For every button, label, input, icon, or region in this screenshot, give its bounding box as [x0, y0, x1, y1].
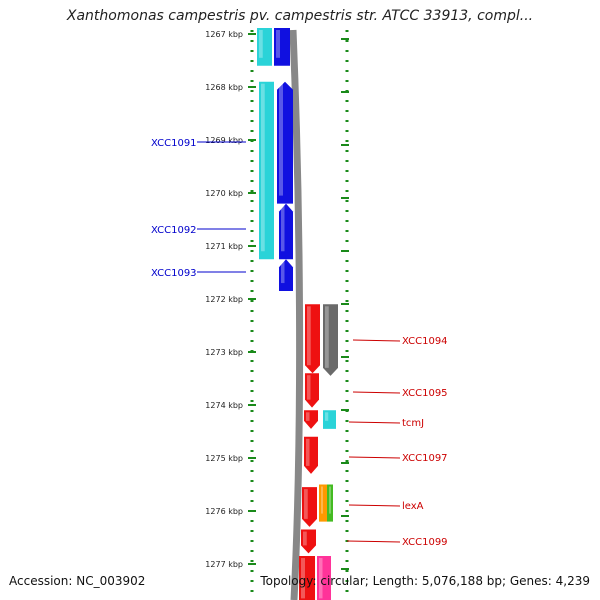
feature-red-3[interactable]: [304, 410, 318, 429]
feature-cyan-3[interactable]: [323, 410, 336, 429]
gene-label-xcc1091[interactable]: XCC1091: [151, 138, 246, 149]
feature-blue-3[interactable]: [279, 203, 293, 260]
gene-label-tcmj[interactable]: tcmJ: [348, 418, 424, 429]
gene-leader-line: [352, 339, 401, 342]
feature-blue-2[interactable]: [277, 81, 293, 204]
accession-text: Accession: NC_003902: [9, 574, 146, 588]
ruler-label: 1273 kbp: [205, 348, 243, 357]
gene-label-lexa[interactable]: lexA: [348, 501, 424, 512]
feature-cyan-1[interactable]: [257, 28, 272, 66]
ruler-label: 1275 kbp: [205, 454, 243, 463]
ruler-label: 1267 kbp: [205, 30, 243, 39]
feature-red-5[interactable]: [302, 487, 317, 527]
gene-label-xcc1097[interactable]: XCC1097: [348, 453, 448, 464]
gene-name[interactable]: lexA: [402, 501, 424, 512]
genome-backbone: [289, 29, 304, 600]
gene-labels[interactable]: XCC1091 XCC1092 XCC1093 XCC1094 XCC1095 tcmJ X…: [151, 138, 448, 548]
genome-summary: Topology: circular; Length: 5,076,188 bp…: [260, 574, 590, 588]
gene-name[interactable]: XCC1095: [402, 388, 448, 399]
feature-red-7[interactable]: [299, 556, 315, 600]
ruler-label: 1268 kbp: [205, 83, 243, 92]
gene-name[interactable]: XCC1094: [402, 336, 448, 347]
gene-label-xcc1095[interactable]: XCC1095: [352, 388, 448, 399]
ruler-label: 1274 kbp: [205, 401, 243, 410]
gene-leader-line: [346, 540, 401, 543]
gene-name[interactable]: XCC1097: [402, 453, 448, 464]
feature-red-4[interactable]: [304, 436, 318, 474]
gene-leader-line: [348, 456, 401, 459]
ruler-label: 1277 kbp: [205, 560, 243, 569]
gene-name[interactable]: XCC1093: [151, 268, 197, 279]
feature-red-1[interactable]: [305, 304, 320, 374]
gene-label-xcc1092[interactable]: XCC1092: [151, 225, 246, 236]
feature-green-1[interactable]: [327, 484, 333, 522]
gene-name[interactable]: tcmJ: [402, 418, 424, 429]
feature-tracks[interactable]: [257, 28, 338, 600]
kbp-ruler: 1267 kbp 1268 kbp 1269 kbp 1270 kbp 1271 kbp…: [205, 30, 349, 570]
gene-label-xcc1099[interactable]: XCC1099: [346, 537, 448, 548]
gene-name[interactable]: XCC1099: [402, 537, 448, 548]
ruler-label: 1271 kbp: [205, 242, 243, 251]
ruler-label: 1272 kbp: [205, 295, 243, 304]
gene-label-xcc1094[interactable]: XCC1094: [352, 336, 448, 347]
feature-red-2[interactable]: [305, 373, 319, 408]
ruler-label: 1269 kbp: [205, 136, 243, 145]
feature-blue-4[interactable]: [279, 259, 293, 292]
feature-orange-1[interactable]: [319, 484, 327, 522]
gene-name[interactable]: XCC1092: [151, 225, 197, 236]
ruler-label: 1270 kbp: [205, 189, 243, 198]
gene-label-xcc1093[interactable]: XCC1093: [151, 268, 246, 279]
feature-gray-1[interactable]: [323, 304, 338, 376]
ruler-label: 1276 kbp: [205, 507, 243, 516]
feature-cyan-2[interactable]: [259, 81, 274, 260]
map-title: Xanthomonas campestris pv. campestris st…: [66, 8, 534, 24]
feature-red-6[interactable]: [301, 529, 316, 554]
gene-leader-line: [352, 391, 401, 394]
gene-leader-line: [348, 504, 401, 507]
feature-magenta-1[interactable]: [317, 556, 331, 600]
gene-leader-line: [348, 421, 401, 424]
gene-name[interactable]: XCC1091: [151, 138, 197, 149]
feature-blue-1[interactable]: [274, 28, 290, 66]
